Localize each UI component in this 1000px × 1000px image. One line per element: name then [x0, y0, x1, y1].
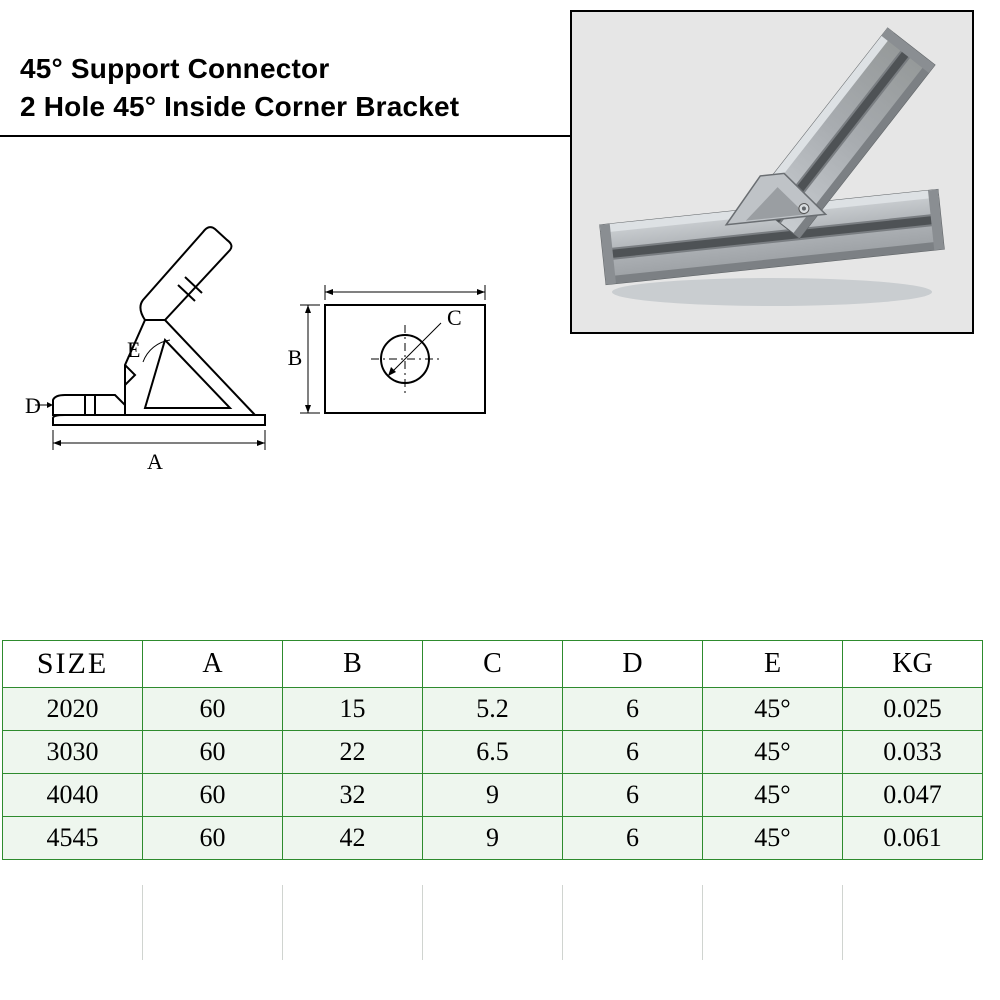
dim-label-D: D: [25, 393, 41, 418]
cell: 60: [143, 688, 283, 731]
technical-drawing: A B C D E: [25, 225, 525, 485]
table-header-row: SIZE A B C D E KG: [3, 641, 983, 688]
cell: 60: [143, 731, 283, 774]
col-a: A: [143, 641, 283, 688]
cell: 6: [563, 731, 703, 774]
title-block: 45° Support Connector 2 Hole 45° Inside …: [20, 50, 560, 126]
cell: 9: [423, 774, 563, 817]
cell: 0.047: [843, 774, 983, 817]
spec-table: SIZE A B C D E KG 2020 60 15 5.2: [0, 640, 1000, 860]
table-row: 2020 60 15 5.2 6 45° 0.025: [3, 688, 983, 731]
cell: 0.025: [843, 688, 983, 731]
cell: 22: [283, 731, 423, 774]
title-line-1: 45° Support Connector: [20, 50, 560, 88]
cell: 15: [283, 688, 423, 731]
title-underline: [0, 135, 550, 137]
col-d: D: [563, 641, 703, 688]
table-row: 3030 60 22 6.5 6 45° 0.033: [3, 731, 983, 774]
cell: 0.061: [843, 817, 983, 860]
cell: 4545: [3, 817, 143, 860]
cell: 6: [563, 774, 703, 817]
cell: 4040: [3, 774, 143, 817]
cell: 6: [563, 817, 703, 860]
title-line-2: 2 Hole 45° Inside Corner Bracket: [20, 88, 560, 126]
col-kg: KG: [843, 641, 983, 688]
cell: 9: [423, 817, 563, 860]
table-row: 4040 60 32 9 6 45° 0.047: [3, 774, 983, 817]
col-b: B: [283, 641, 423, 688]
cell: 3030: [3, 731, 143, 774]
cell: 42: [283, 817, 423, 860]
cell: 5.2: [423, 688, 563, 731]
callout-leader: [550, 135, 570, 137]
dim-label-A: A: [147, 449, 163, 474]
cell: 6.5: [423, 731, 563, 774]
table-row: 4545 60 42 9 6 45° 0.061: [3, 817, 983, 860]
cell: 60: [143, 774, 283, 817]
cell: 6: [563, 688, 703, 731]
dim-label-B: B: [288, 345, 303, 370]
col-c: C: [423, 641, 563, 688]
cell: 32: [283, 774, 423, 817]
cell: 60: [143, 817, 283, 860]
col-e: E: [703, 641, 843, 688]
product-photo: [570, 10, 974, 334]
cell: 45°: [703, 688, 843, 731]
cell: 45°: [703, 774, 843, 817]
col-size: SIZE: [3, 641, 143, 688]
cell: 2020: [3, 688, 143, 731]
cell: 0.033: [843, 731, 983, 774]
cell: 45°: [703, 731, 843, 774]
dim-label-C: C: [447, 305, 462, 330]
cell: 45°: [703, 817, 843, 860]
dim-label-E: E: [127, 337, 140, 362]
